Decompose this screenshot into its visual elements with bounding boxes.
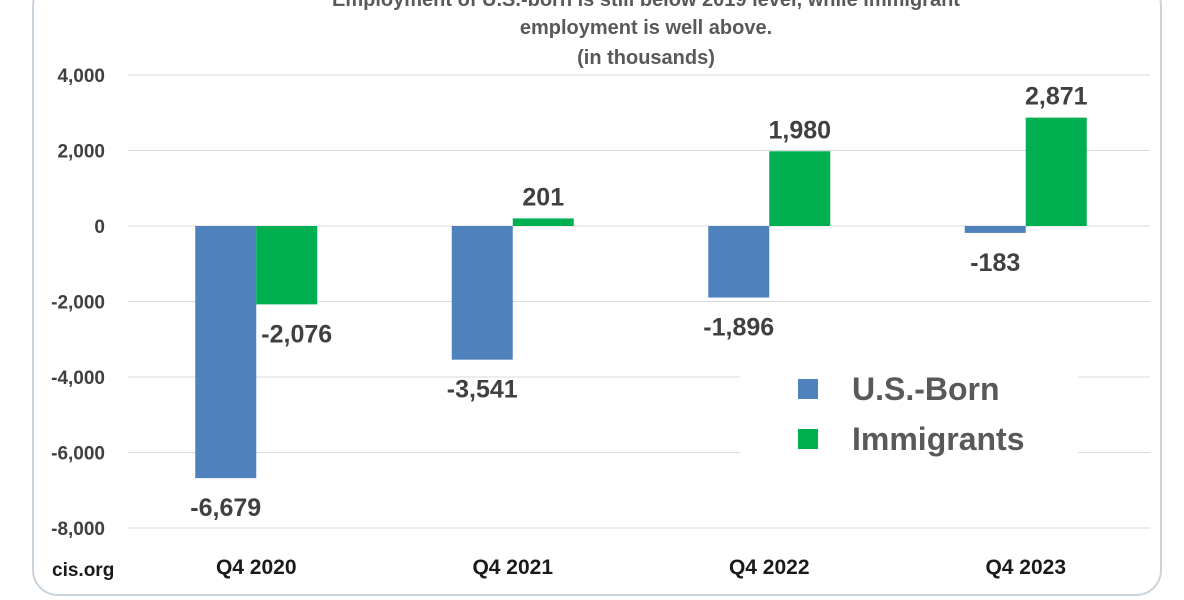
data-label-immigrants: 1,980 bbox=[768, 116, 831, 144]
bar-u-s-born bbox=[964, 226, 1026, 233]
data-label-u-s-born: -1,896 bbox=[703, 314, 774, 342]
chart-title-line-1: Employment of U.S.-born is still below 2… bbox=[332, 0, 960, 11]
data-label-immigrants: 2,871 bbox=[1025, 83, 1088, 111]
x-tick-label: Q4 2020 bbox=[216, 556, 297, 579]
legend-label-u-s-born: U.S.-Born bbox=[852, 371, 1000, 407]
bar-u-s-born bbox=[708, 226, 770, 298]
chart-title: Employment of U.S.-born is still below 2… bbox=[332, 0, 960, 69]
bar-immigrants bbox=[769, 151, 831, 226]
x-tick-label: Q4 2021 bbox=[472, 556, 553, 579]
x-tick-label: Q4 2023 bbox=[985, 556, 1066, 579]
bars bbox=[195, 117, 1087, 479]
y-tick-label: 0 bbox=[94, 217, 105, 238]
legend-background bbox=[740, 368, 1078, 460]
chart-title-line-2: employment is well above. bbox=[520, 17, 772, 39]
data-labels: -6,679 -2,076 -3,541 201 -1,896 1,980 -183 2,87… bbox=[190, 83, 1087, 523]
bar-immigrants bbox=[512, 218, 574, 226]
source-note: cis.org bbox=[52, 560, 114, 581]
chart-title-line-3: (in thousands) bbox=[577, 47, 715, 69]
bar-u-s-born bbox=[451, 226, 513, 360]
legend: U.S.-Born Immigrants bbox=[740, 368, 1078, 460]
y-tick-label: -6,000 bbox=[51, 444, 105, 465]
data-label-u-s-born: -6,679 bbox=[190, 494, 261, 522]
y-tick-label: 2,000 bbox=[57, 142, 105, 163]
x-tick-label: Q4 2022 bbox=[729, 556, 810, 579]
legend-swatch-u-s-born bbox=[798, 379, 818, 399]
y-axis-ticks: 4,000 2,000 0 -2,000 -4,000 -6,000 -8,000 bbox=[51, 66, 105, 540]
legend-label-immigrants: Immigrants bbox=[852, 421, 1024, 457]
legend-swatch-immigrants bbox=[798, 429, 818, 449]
y-tick-label: -4,000 bbox=[51, 368, 105, 389]
bar-u-s-born bbox=[195, 226, 257, 479]
y-tick-label: 4,000 bbox=[57, 66, 105, 87]
bar-immigrants bbox=[256, 226, 318, 305]
data-label-u-s-born: -3,541 bbox=[447, 376, 518, 404]
x-axis-ticks: Q4 2020 Q4 2021 Q4 2022 Q4 2023 bbox=[216, 556, 1066, 579]
data-label-immigrants: 201 bbox=[522, 183, 564, 211]
data-label-u-s-born: -183 bbox=[970, 249, 1020, 277]
data-label-immigrants: -2,076 bbox=[261, 320, 332, 348]
bar-immigrants bbox=[1025, 117, 1087, 226]
y-tick-label: -8,000 bbox=[51, 519, 105, 540]
y-tick-label: -2,000 bbox=[51, 293, 105, 314]
